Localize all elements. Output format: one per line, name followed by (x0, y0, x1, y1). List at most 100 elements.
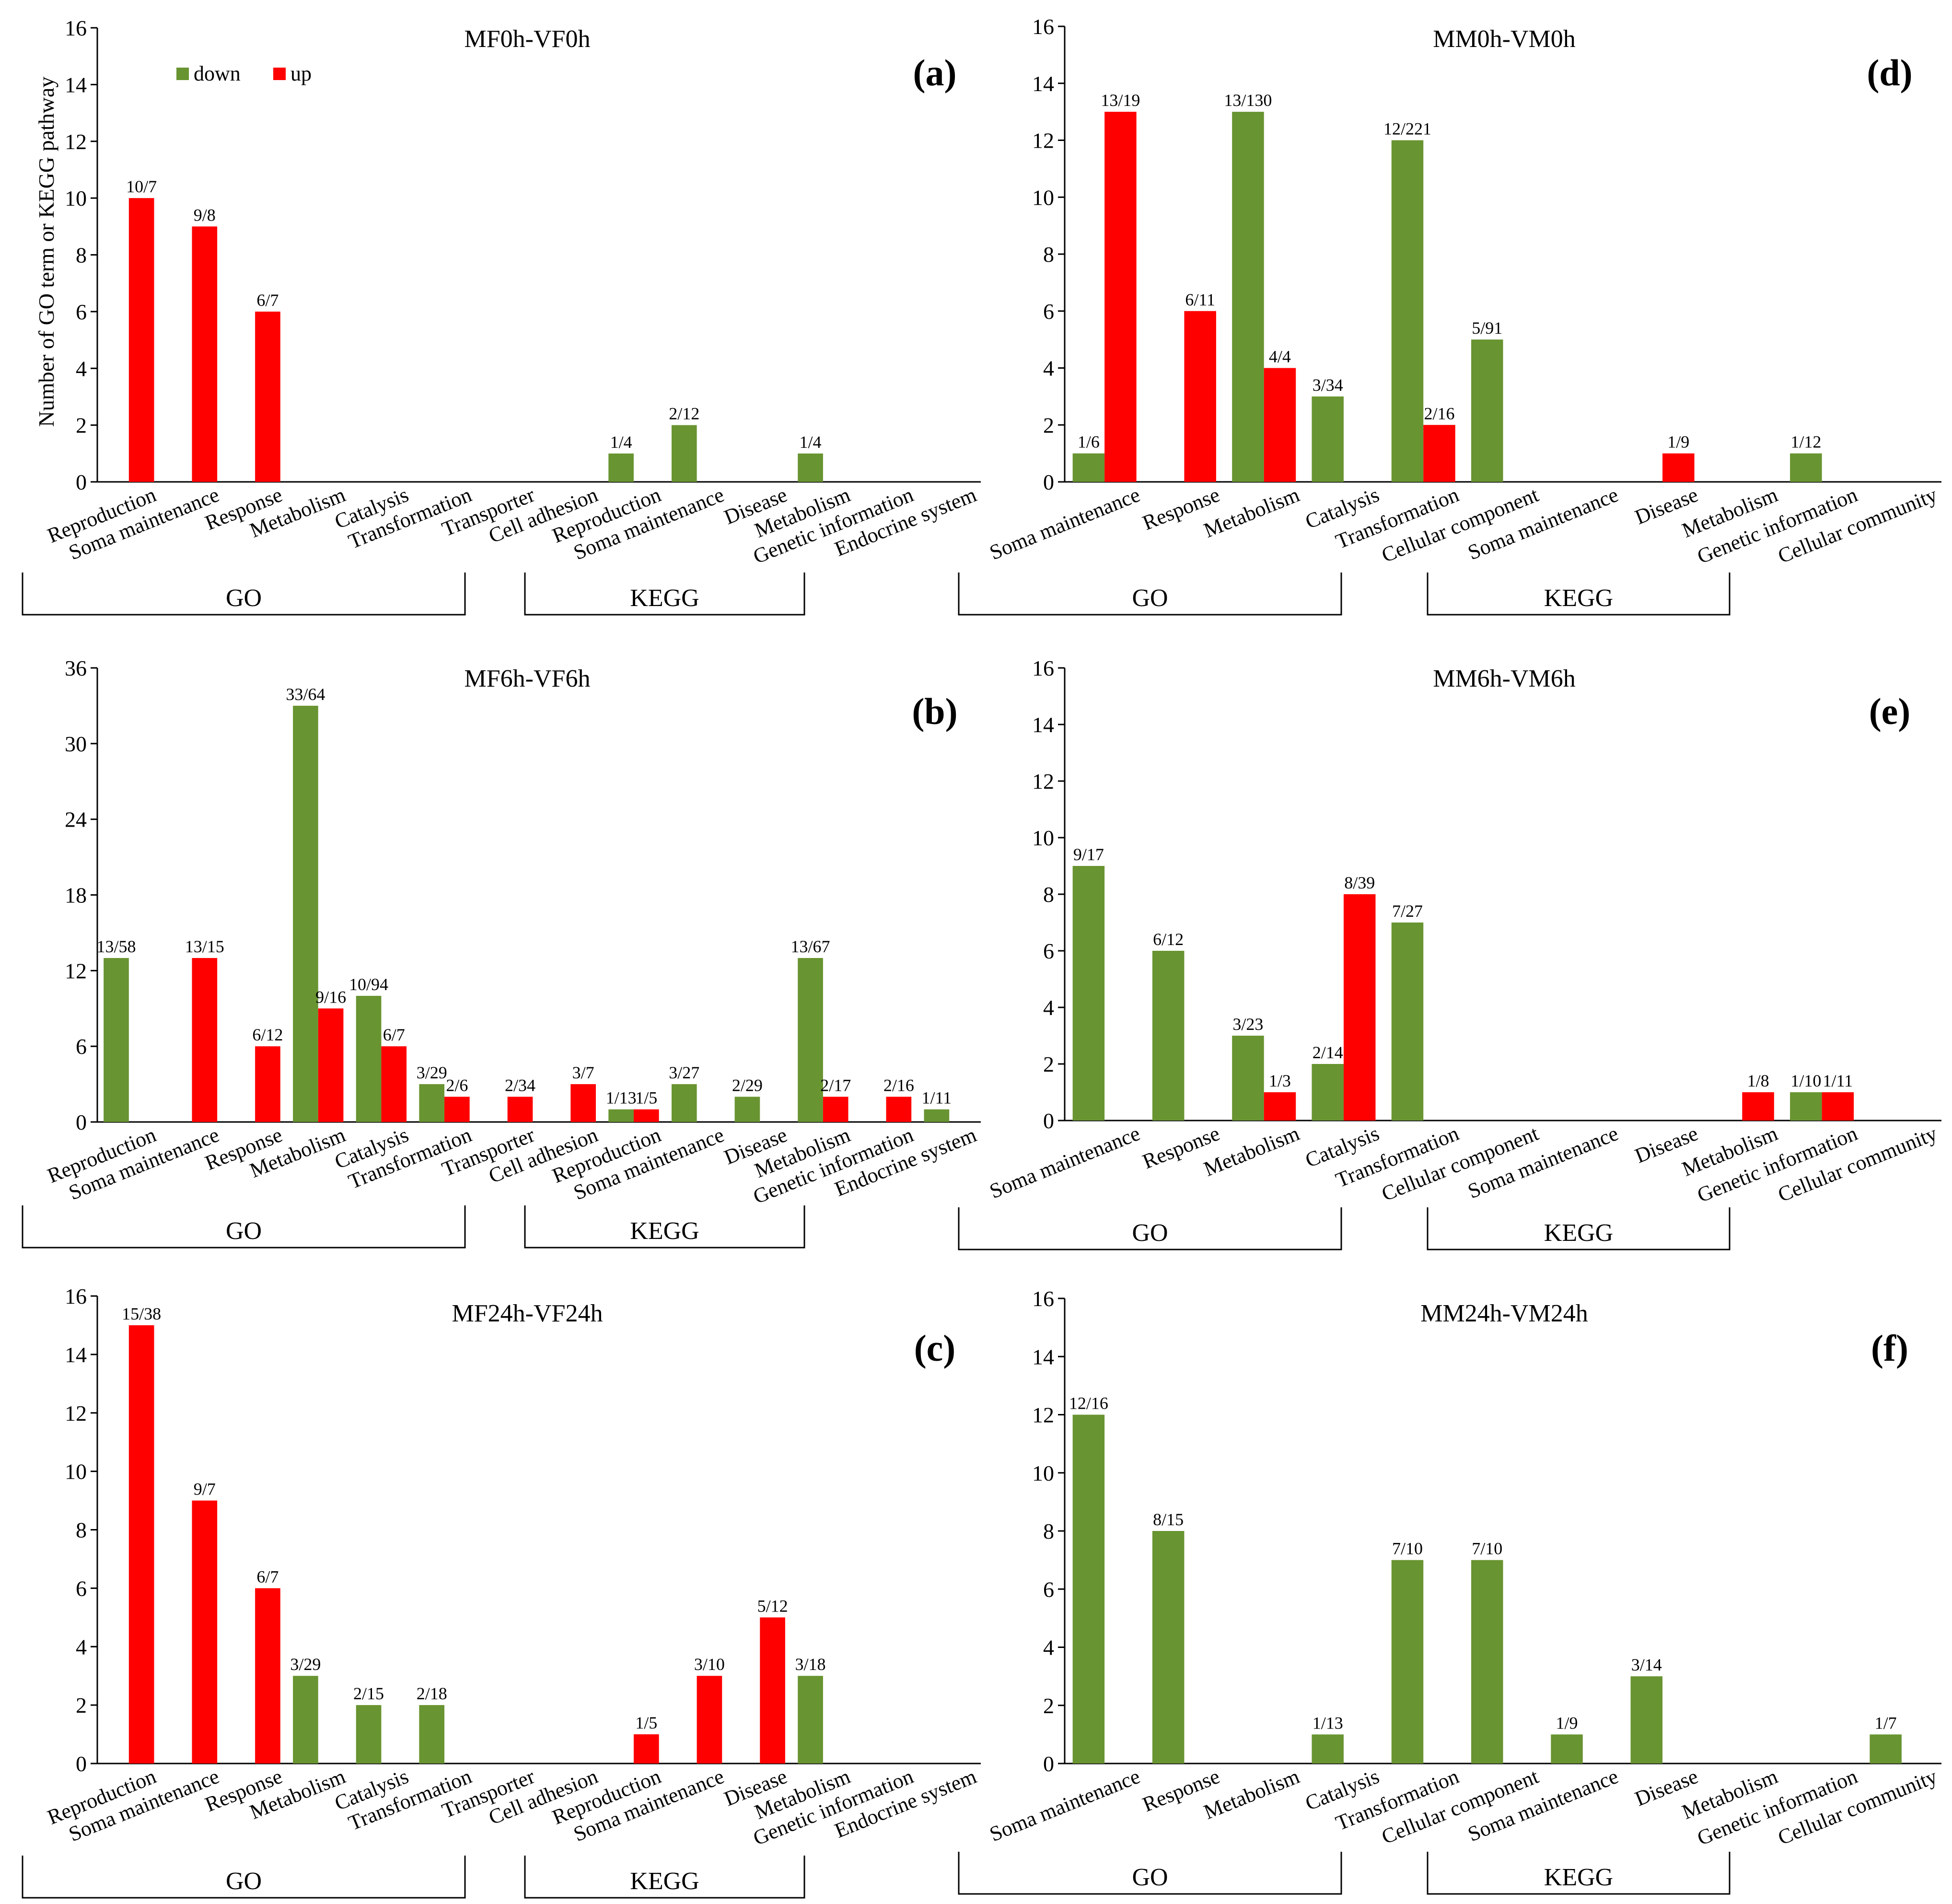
legend: down up (176, 62, 312, 85)
panel-letter: (f) (1871, 1327, 1908, 1369)
panel-letter: (a) (913, 52, 957, 93)
y-tick-label: 2 (1043, 1052, 1054, 1076)
bar-up-6 (444, 1097, 470, 1122)
panel-letter: (b) (912, 690, 957, 732)
y-tick-label: 2 (76, 413, 87, 438)
group-bracket (1427, 1852, 1731, 1895)
bar-down-4 (293, 1676, 318, 1764)
data-label-down-4: 2/14 (1313, 1043, 1343, 1062)
data-label-up-3: 1/3 (1269, 1071, 1291, 1090)
y-tick-label: 4 (76, 1635, 87, 1659)
legend-swatch-up (273, 68, 286, 80)
y-tick-label: 8 (1043, 242, 1054, 267)
y-tick-label: 8 (1043, 882, 1054, 907)
data-label-down-5: 7/27 (1392, 901, 1423, 921)
data-label-up-7: 2/34 (505, 1075, 535, 1095)
y-tick-label: 36 (65, 656, 87, 680)
data-label-up-4: 9/16 (315, 987, 346, 1006)
data-label-up-2: 9/7 (194, 1480, 216, 1499)
group-bracket (524, 1205, 805, 1249)
y-tick-label: 12 (1032, 128, 1054, 153)
y-tick-label: 12 (65, 958, 87, 983)
data-label-up-11: 5/12 (757, 1596, 788, 1615)
bar-up-9 (633, 1734, 659, 1764)
chart-title: MF24h-VF24h (452, 1300, 603, 1327)
bar-up-7 (507, 1097, 533, 1122)
bar-down-5 (1391, 1560, 1424, 1764)
y-tick-label: 14 (1032, 71, 1054, 96)
data-label-down-2: 8/15 (1153, 1510, 1184, 1529)
group-label: KEGG (1544, 1864, 1613, 1891)
chart-panel-c: MF24h-VF24h (c) 0 2 4 6 8 10 12 14 16 3/29 2/15 2/18 3… (22, 1284, 981, 1899)
data-label-up-13: 2/16 (883, 1075, 914, 1095)
data-label-down-12: 1/4 (800, 432, 822, 452)
panel-letter: (d) (1867, 52, 1912, 93)
data-label-up-9: 1/5 (635, 1713, 657, 1732)
y-tick-label: 16 (1032, 14, 1054, 39)
bar-up-3 (1264, 1092, 1296, 1121)
bar-down-5 (1391, 923, 1424, 1121)
group-label: GO (1132, 584, 1168, 612)
data-label-down-1: 12/16 (1069, 1394, 1108, 1413)
y-tick-label: 14 (65, 72, 87, 97)
chart-panel-a: MF0h-VF0h (a) 0 2 4 6 8 10 12 14 16 1/4 2/12 1/4 10/7 9… (22, 16, 981, 616)
chart-panel-b: MF6h-VF6h (b) 0 6 12 18 24 30 36 13/58 33/64 10/94 3… (22, 656, 981, 1249)
data-label-up-10: 3/10 (694, 1655, 725, 1674)
y-tick-label: 0 (1043, 1752, 1054, 1776)
bar-down-4 (1312, 1064, 1344, 1121)
chart-panel-f: MM24h-VM24h (f) 0 2 4 6 8 10 12 14 16 12/16 8/15 1/13… (958, 1286, 1941, 1895)
bar-down-12 (798, 453, 823, 482)
data-label-up-3: 4/4 (1269, 347, 1291, 366)
bar-down-5 (356, 1705, 382, 1764)
y-tick-label: 6 (76, 1034, 87, 1059)
bar-down-11 (734, 1097, 760, 1122)
y-tick-label: 6 (76, 1576, 87, 1600)
y-tick-label: 6 (1043, 1577, 1054, 1601)
data-label-down-2: 6/12 (1153, 930, 1184, 949)
group-bracket (1427, 1207, 1731, 1250)
bar-down-6 (419, 1084, 445, 1122)
y-tick-label: 4 (1043, 995, 1054, 1020)
data-label-up-2: 6/11 (1185, 290, 1215, 309)
chart-title: MM6h-VM6h (1433, 665, 1576, 692)
bar-up-3 (1264, 368, 1296, 482)
bar-up-4 (318, 1008, 344, 1122)
y-tick-label: 10 (65, 186, 87, 210)
data-label-down-5: 2/15 (353, 1684, 384, 1703)
data-label-up-6: 2/6 (446, 1075, 468, 1095)
panel-letter: (c) (914, 1327, 956, 1369)
group-bracket (1427, 572, 1731, 616)
data-label-up-9: 1/8 (1747, 1071, 1769, 1090)
y-tick-label: 16 (1032, 1286, 1054, 1311)
group-bracket (22, 572, 466, 616)
y-tick-label: 24 (65, 807, 87, 832)
data-label-down-9: 1/4 (610, 432, 632, 452)
bar-down-8 (1630, 1676, 1663, 1764)
y-tick-label: 12 (1032, 1403, 1054, 1427)
y-tick-label: 16 (65, 16, 87, 40)
chart-title: MM24h-VM24h (1420, 1300, 1588, 1327)
data-label-down-10: 1/12 (1790, 432, 1821, 452)
bar-down-12 (798, 1676, 823, 1764)
data-label-up-5: 6/7 (383, 1025, 405, 1044)
bar-up-2 (192, 226, 218, 482)
group-label: KEGG (630, 1217, 699, 1245)
y-tick-label: 2 (76, 1693, 87, 1717)
y-tick-label: 0 (76, 1110, 87, 1134)
data-label-down-4: 33/64 (286, 685, 325, 704)
y-tick-label: 8 (1043, 1519, 1054, 1543)
bar-down-4 (293, 705, 318, 1122)
panel-letter: (e) (1869, 690, 1911, 732)
y-tick-label: 14 (1032, 1344, 1054, 1369)
data-label-up-9: 1/5 (635, 1088, 657, 1108)
x-category-label: Soma maintenance (986, 1764, 1143, 1846)
data-label-down-5: 12/221 (1383, 119, 1431, 139)
x-category-label: Soma maintenance (986, 483, 1143, 564)
group-bracket (958, 1207, 1342, 1250)
y-tick-label: 2 (1043, 413, 1054, 437)
data-label-down-12: 3/18 (795, 1655, 826, 1674)
bar-down-1 (1072, 453, 1105, 482)
data-label-down-4: 1/13 (1313, 1713, 1343, 1732)
data-label-down-6: 5/91 (1472, 318, 1502, 338)
